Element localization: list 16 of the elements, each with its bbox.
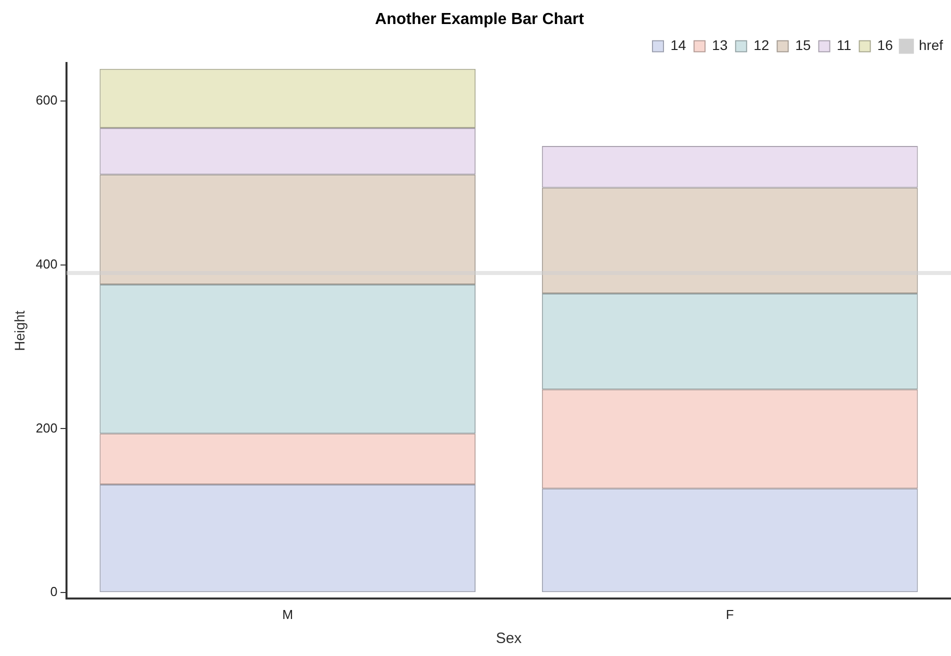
x-axis-title: Sex: [496, 630, 522, 648]
y-tick-label: 400: [36, 256, 58, 272]
legend-label: 14: [670, 37, 686, 54]
legend-label: 11: [836, 37, 852, 54]
legend-label: 12: [754, 37, 770, 54]
y-tick-label: 600: [36, 92, 58, 108]
legend-label: 13: [712, 37, 728, 54]
y-tick-label: 0: [50, 584, 58, 600]
y-tick-label: 200: [36, 420, 58, 436]
y-axis-title: Height: [11, 310, 28, 352]
x-tick-label: F: [726, 606, 734, 622]
chart-title: Another Example Bar Chart: [375, 11, 585, 28]
x-tick-label: M: [282, 606, 294, 622]
legend-label: href: [918, 37, 944, 54]
legend-label: 15: [795, 37, 811, 54]
legend-label: 16: [877, 37, 894, 54]
